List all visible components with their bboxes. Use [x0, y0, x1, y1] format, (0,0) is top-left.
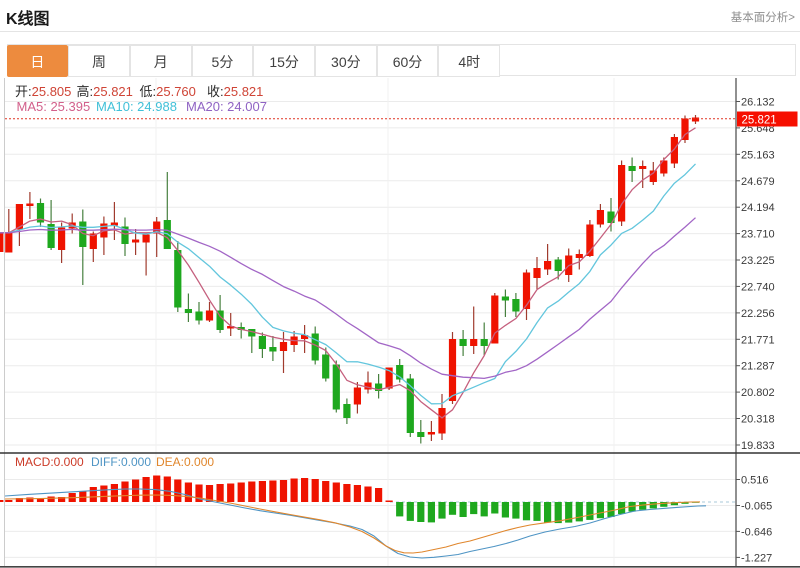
svg-text:20.318: 20.318	[741, 414, 775, 426]
svg-text:收:25.821: 收:25.821	[207, 84, 263, 99]
svg-text:开:25.805: 开:25.805	[15, 84, 71, 99]
svg-text:22.256: 22.256	[741, 308, 775, 320]
svg-text:低:25.760: 低:25.760	[140, 84, 196, 99]
svg-text:26.132: 26.132	[741, 97, 775, 109]
svg-text:23.710: 23.710	[741, 229, 775, 241]
svg-text:DIFF:0.000: DIFF:0.000	[91, 455, 151, 469]
svg-text:21.287: 21.287	[741, 361, 775, 373]
svg-text:-0.065: -0.065	[741, 501, 772, 513]
svg-text:24.194: 24.194	[741, 202, 775, 214]
svg-text:高:25.821: 高:25.821	[77, 84, 133, 99]
svg-text:0.516: 0.516	[741, 475, 769, 487]
svg-text:DEA:0.000: DEA:0.000	[156, 455, 214, 469]
svg-text:22.740: 22.740	[741, 281, 775, 293]
svg-text:MACD:0.000: MACD:0.000	[15, 455, 84, 469]
svg-text:25.163: 25.163	[741, 149, 775, 161]
svg-text:23.225: 23.225	[741, 255, 775, 267]
svg-text:20.802: 20.802	[741, 387, 775, 399]
svg-text:21.771: 21.771	[741, 334, 775, 346]
svg-text:MA20: 24.007: MA20: 24.007	[186, 99, 267, 114]
svg-text:-1.227: -1.227	[741, 552, 772, 564]
svg-text:19.833: 19.833	[741, 440, 775, 452]
svg-text:MA5: 25.395: MA5: 25.395	[17, 99, 91, 114]
svg-text:25.821: 25.821	[742, 115, 777, 127]
svg-text:-0.646: -0.646	[741, 526, 772, 538]
svg-text:MA10: 24.988: MA10: 24.988	[96, 99, 177, 114]
svg-text:24.679: 24.679	[741, 176, 775, 188]
